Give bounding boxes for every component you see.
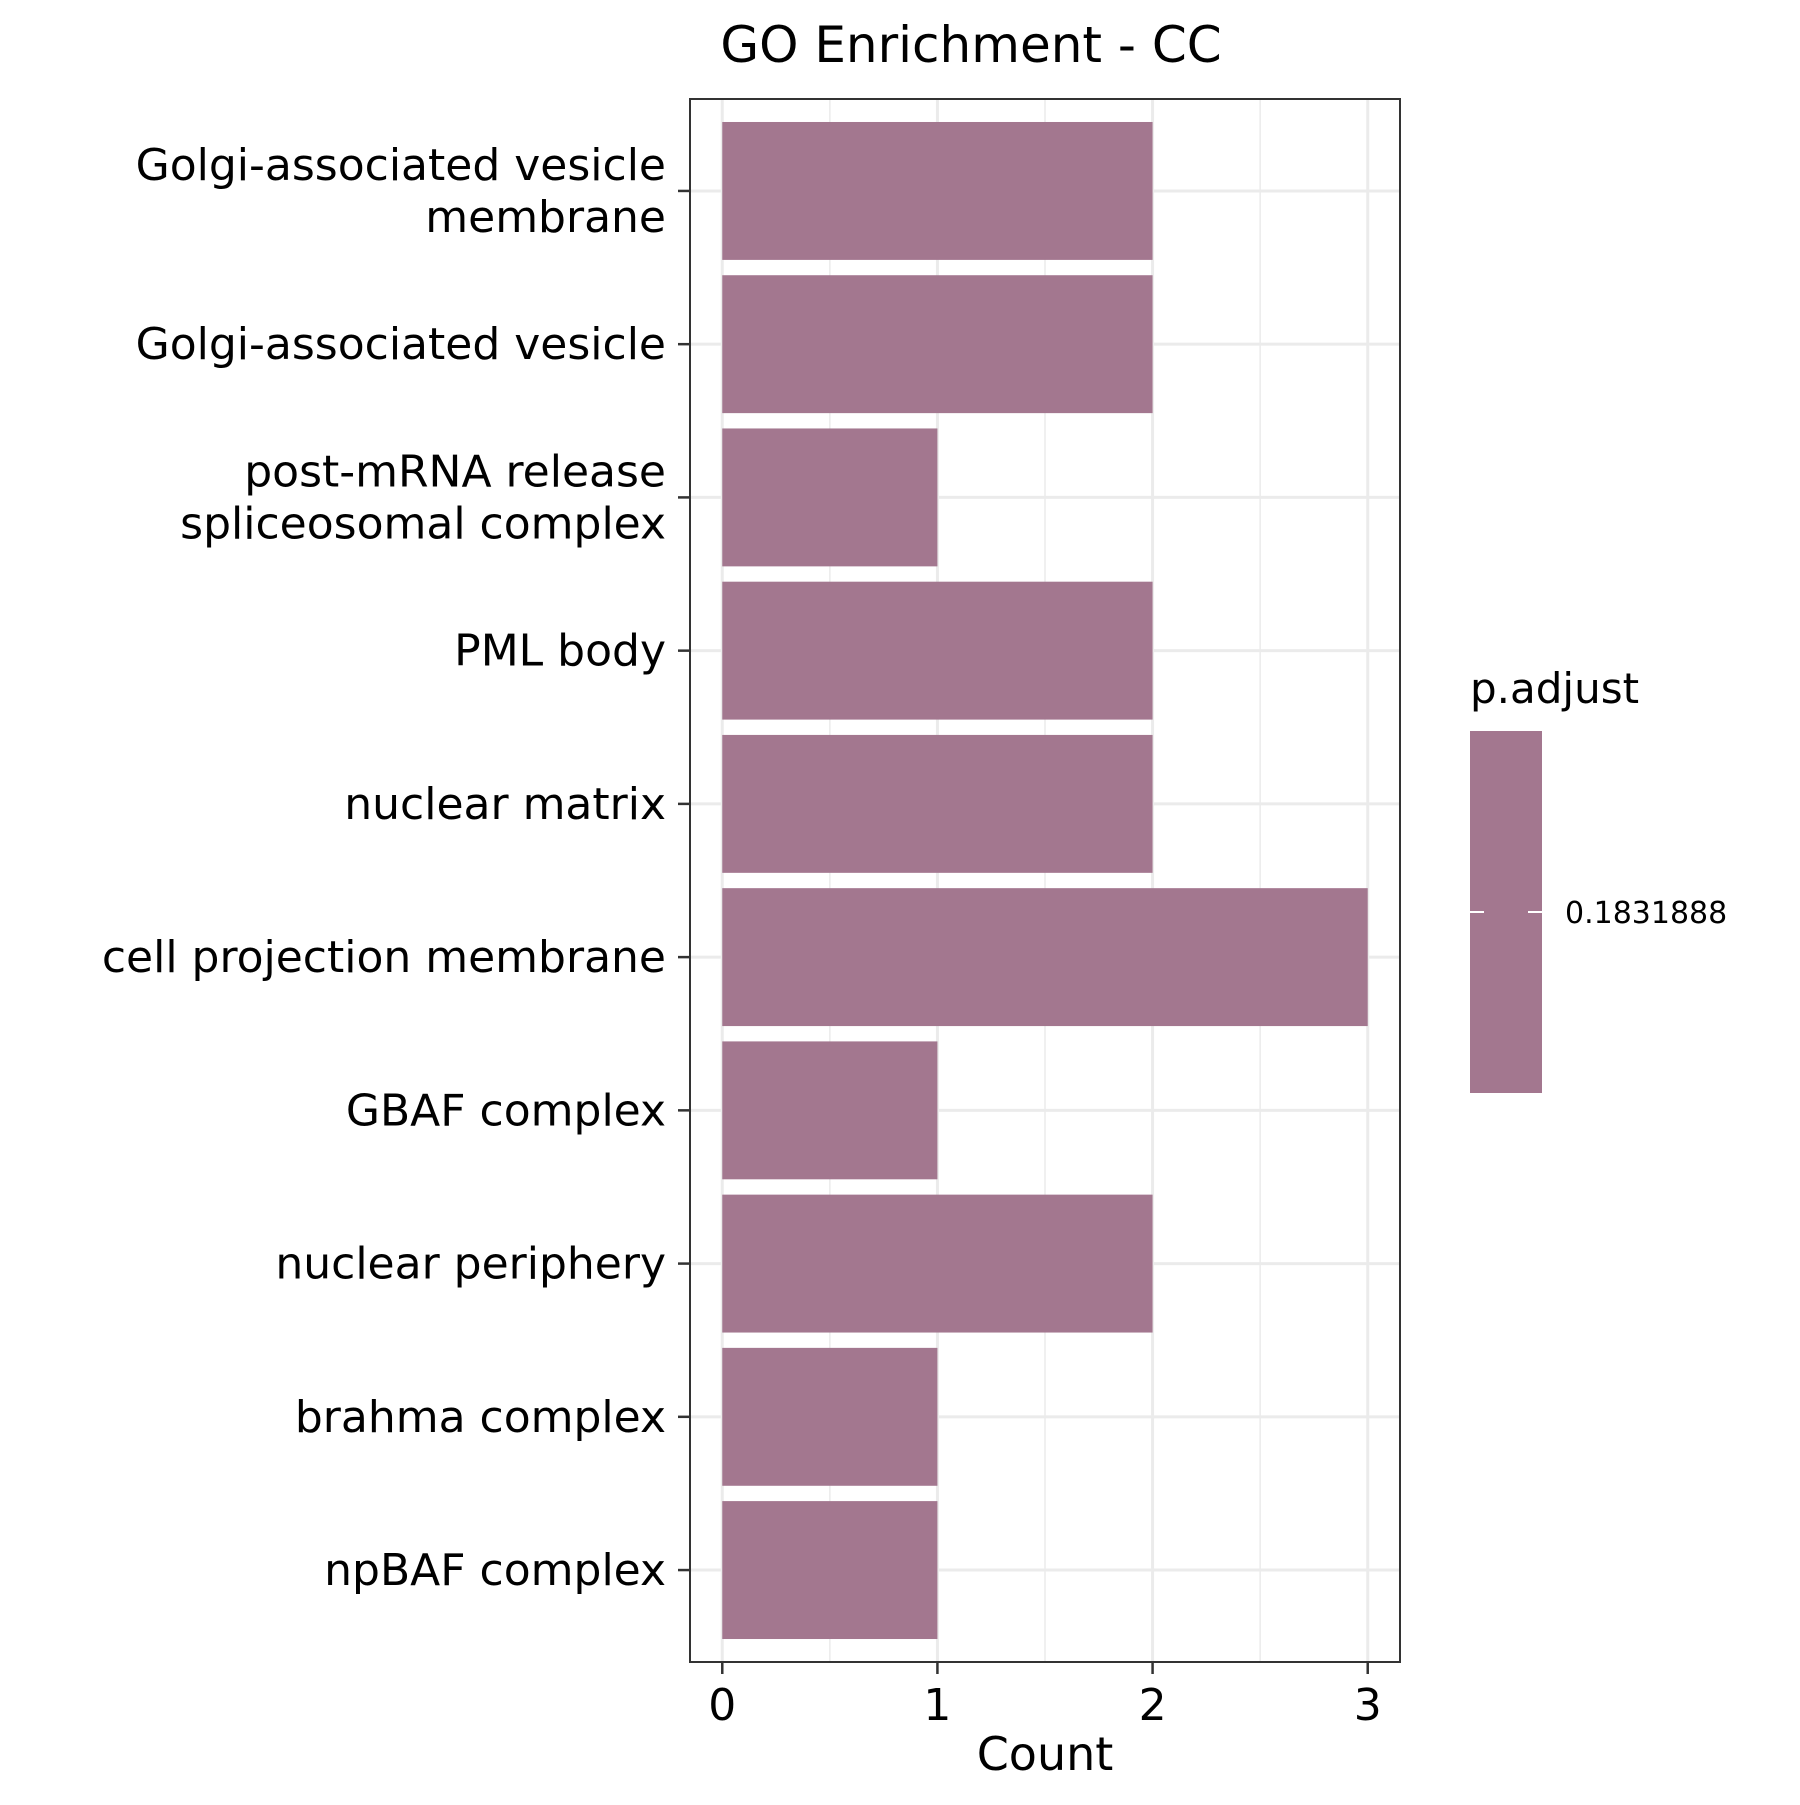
x-axis: 0 1 2 3 xyxy=(708,1662,1382,1731)
bar xyxy=(722,121,1153,260)
x-tick-label: 0 xyxy=(708,1680,736,1731)
y-tick-label: GBAF complex xyxy=(346,1085,666,1136)
x-tick-label: 2 xyxy=(1139,1680,1167,1731)
legend-value-label: 0.1831888 xyxy=(1565,896,1727,931)
bar xyxy=(722,1041,938,1180)
bar xyxy=(722,428,938,567)
y-tick-label: nuclear periphery xyxy=(275,1239,666,1290)
y-tick-label: brahma complex xyxy=(295,1392,666,1443)
y-tick-label: cell projection membrane xyxy=(102,932,666,983)
x-tick-label: 3 xyxy=(1354,1680,1382,1731)
bar xyxy=(722,1347,938,1486)
bar xyxy=(722,734,1153,873)
legend: p.adjust 0.1831888 xyxy=(1470,664,1727,1093)
y-tick-label: Golgi-associated vesicle membrane xyxy=(136,140,666,243)
bar xyxy=(722,1501,938,1640)
y-tick-label: npBAF complex xyxy=(324,1545,666,1596)
bar xyxy=(722,275,1153,414)
x-tick-label: 1 xyxy=(923,1680,951,1731)
panel-border xyxy=(689,98,1401,1663)
bar xyxy=(722,1194,1153,1333)
bar xyxy=(722,581,1153,720)
y-tick-label: PML body xyxy=(454,626,666,677)
bar xyxy=(722,888,1368,1027)
bars xyxy=(722,121,1368,1640)
legend-title: p.adjust xyxy=(1470,664,1639,713)
y-tick-label: post-mRNA release spliceosomal complex xyxy=(180,446,666,549)
y-tick-label: Golgi-associated vesicle xyxy=(136,319,666,370)
y-tick-label: nuclear matrix xyxy=(344,779,666,830)
chart-title: GO Enrichment - CC xyxy=(720,16,1221,74)
x-axis-label: Count xyxy=(977,1727,1114,1781)
y-axis: Golgi-associated vesicle membrane Golgi-as… xyxy=(102,140,690,1596)
